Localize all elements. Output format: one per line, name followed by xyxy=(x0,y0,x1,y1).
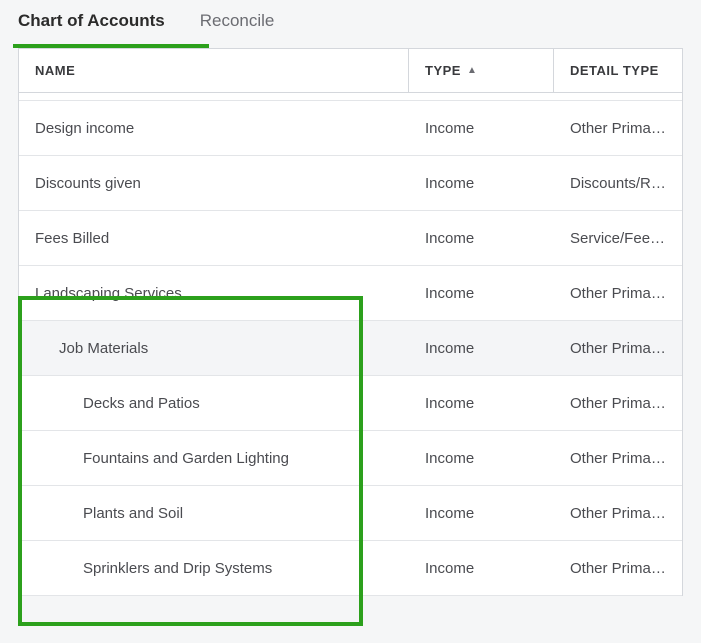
cell-detail: Other Primar… xyxy=(554,544,682,593)
col-header-type[interactable]: TYPE ▲ xyxy=(409,49,554,92)
cell-type: Income xyxy=(409,434,554,483)
cell-detail: Other Primar… xyxy=(554,379,682,428)
cell-type: Income xyxy=(409,489,554,538)
cell-name: Design income xyxy=(19,104,409,153)
table-row[interactable]: Sprinklers and Drip Systems Income Other… xyxy=(19,541,682,596)
cell-type: Income xyxy=(409,324,554,373)
cell-detail: Other Primar… xyxy=(554,434,682,483)
cell-name: Fees Billed xyxy=(19,214,409,263)
table-row[interactable]: Landscaping Services Income Other Primar… xyxy=(19,266,682,321)
table-body: Design income Income Other Primar… Disco… xyxy=(18,93,683,596)
table-row[interactable]: Fees Billed Income Service/Fee I… xyxy=(19,211,682,266)
cell-detail: Discounts/Re… xyxy=(554,159,682,208)
cell-name: Fountains and Garden Lighting xyxy=(19,434,409,483)
cell-name: Discounts given xyxy=(19,159,409,208)
cutoff-row xyxy=(19,93,682,101)
cell-name: Decks and Patios xyxy=(19,379,409,428)
cell-type: Income xyxy=(409,159,554,208)
table-header: NAME TYPE ▲ DETAIL TYPE xyxy=(18,48,683,93)
table-row[interactable]: Discounts given Income Discounts/Re… xyxy=(19,156,682,211)
accounts-table: NAME TYPE ▲ DETAIL TYPE Design income In… xyxy=(18,48,683,596)
table-row[interactable]: Fountains and Garden Lighting Income Oth… xyxy=(19,431,682,486)
table-row[interactable]: Decks and Patios Income Other Primar… xyxy=(19,376,682,431)
col-header-detail-type[interactable]: DETAIL TYPE xyxy=(554,49,682,92)
cell-name: Sprinklers and Drip Systems xyxy=(19,544,409,593)
cell-detail: Other Primar… xyxy=(554,489,682,538)
cell-detail: Other Primar… xyxy=(554,104,682,153)
cell-name: Landscaping Services xyxy=(19,269,409,318)
sort-asc-icon: ▲ xyxy=(467,65,477,76)
tab-reconcile[interactable]: Reconcile xyxy=(200,11,275,37)
cell-type: Income xyxy=(409,214,554,263)
table-row[interactable]: Design income Income Other Primar… xyxy=(19,101,682,156)
chart-of-accounts-view: Chart of Accounts Reconcile NAME TYPE ▲ … xyxy=(0,0,701,596)
tab-chart-of-accounts[interactable]: Chart of Accounts xyxy=(18,11,165,37)
tabs: Chart of Accounts Reconcile xyxy=(0,0,701,48)
cell-type: Income xyxy=(409,544,554,593)
table-row[interactable]: Job Materials Income Other Primar… xyxy=(19,321,682,376)
cell-name: Plants and Soil xyxy=(19,489,409,538)
cell-type: Income xyxy=(409,379,554,428)
cell-detail: Other Primar… xyxy=(554,269,682,318)
cell-detail: Other Primar… xyxy=(554,324,682,373)
col-header-type-label: TYPE xyxy=(425,63,461,78)
cell-name: Job Materials xyxy=(19,324,409,373)
cell-detail: Service/Fee I… xyxy=(554,214,682,263)
table-row[interactable]: Plants and Soil Income Other Primar… xyxy=(19,486,682,541)
cell-type: Income xyxy=(409,104,554,153)
active-tab-underline xyxy=(13,44,209,48)
cell-type: Income xyxy=(409,269,554,318)
col-header-name[interactable]: NAME xyxy=(19,49,409,92)
